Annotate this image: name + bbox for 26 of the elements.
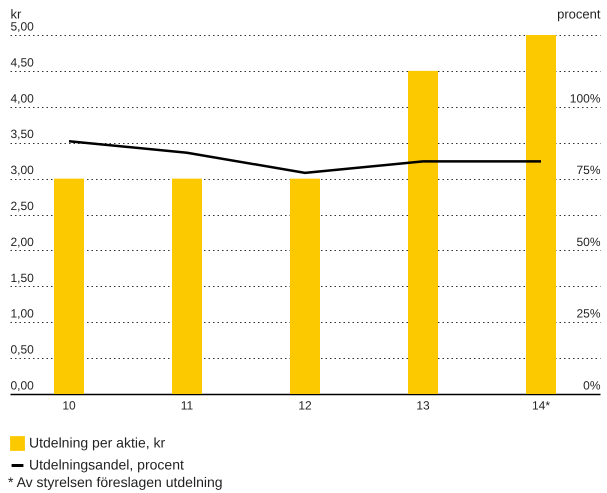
y-tick-label: 2,00 xyxy=(10,234,34,249)
y-tick-label: 5,00 xyxy=(10,20,34,34)
y2-tick-label: 25% xyxy=(576,306,601,321)
y-tick-label: 2,50 xyxy=(10,199,34,213)
y-tick-label: 1,00 xyxy=(10,306,34,321)
y-tick-label: 3,00 xyxy=(10,163,34,178)
x-tick-label: 10 xyxy=(62,398,76,412)
y2-tick-label: 50% xyxy=(576,234,601,249)
y2-tick-label: 0% xyxy=(583,378,601,392)
y2-tick-label: 75% xyxy=(576,163,601,178)
y-tick-label: 4,00 xyxy=(10,91,34,106)
x-tick-label: 14* xyxy=(532,398,550,412)
y2-axis-title: procent xyxy=(557,6,601,22)
y-tick-label: 1,50 xyxy=(10,270,34,285)
y-tick-label: 4,50 xyxy=(10,55,34,70)
legend-label: Utdelning per aktie, kr xyxy=(29,434,166,450)
y-axis-title: kr xyxy=(10,6,22,22)
x-tick-label: 13 xyxy=(416,398,430,412)
y2-tick-label: 100% xyxy=(570,91,601,106)
y-tick-label: 3,50 xyxy=(10,127,34,142)
legend-label: Utdelningsandel, procent xyxy=(29,456,184,472)
y-tick-label: 0,00 xyxy=(10,378,34,392)
y-tick-label: 0,50 xyxy=(10,342,34,357)
text: * Av styrelsen föreslagen utdelning xyxy=(8,474,223,490)
x-tick-label: 11 xyxy=(180,398,194,412)
x-tick-label: 12 xyxy=(298,398,312,412)
